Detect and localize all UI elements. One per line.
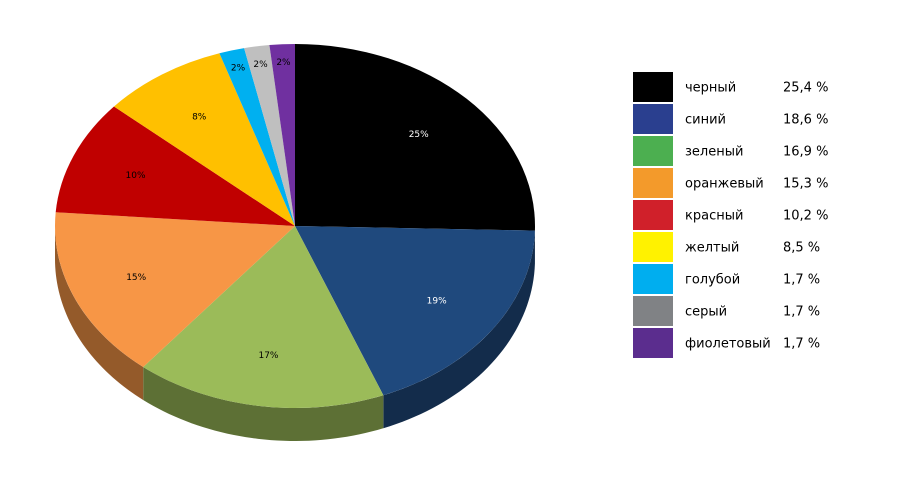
slice-label: 15% (126, 273, 146, 283)
slice-label: 2% (276, 58, 291, 68)
legend-value: 18,6 % (783, 113, 828, 128)
slice-label: 25% (409, 130, 429, 140)
slice-side (55, 226, 144, 400)
legend-value: 1,7 % (783, 337, 820, 352)
slice (143, 226, 384, 409)
legend-swatch (633, 72, 673, 102)
slice (113, 53, 295, 227)
slice-label: 10% (126, 171, 146, 181)
legend-swatch (633, 136, 673, 166)
slice (55, 106, 295, 226)
slice-label: 2% (231, 64, 246, 74)
legend-value: 8,5 % (783, 241, 820, 256)
legend-label: зеленый (685, 145, 743, 160)
slice (295, 226, 535, 396)
slice-side (143, 366, 384, 441)
legend-label: желтый (685, 241, 739, 256)
legend-swatch (633, 264, 673, 294)
legend-swatch (633, 328, 673, 358)
legend-value: 1,7 % (783, 305, 820, 320)
legend-label: синий (685, 113, 726, 128)
slice-label: 17% (258, 351, 278, 361)
legend-label: фиолетовый (685, 337, 771, 352)
slice-label: 8% (192, 112, 207, 122)
legend-swatch (633, 296, 673, 326)
slice (219, 48, 295, 226)
legend-label: голубой (685, 273, 740, 288)
slice-side (383, 230, 535, 429)
legend-swatch (633, 168, 673, 198)
legend-label: красный (685, 209, 743, 224)
legend-value: 1,7 % (783, 273, 820, 288)
slice (295, 44, 535, 231)
legend-value: 25,4 % (783, 81, 828, 96)
legend-label: черный (685, 81, 736, 96)
slice (244, 45, 295, 226)
slice-label: 19% (427, 297, 447, 307)
legend-value: 16,9 % (783, 145, 828, 160)
legend-swatch (633, 232, 673, 262)
legend-label: оранжевый (685, 177, 764, 192)
legend-label: серый (685, 305, 727, 320)
slice-label: 2% (253, 60, 268, 70)
legend-swatch (633, 104, 673, 134)
legend-swatch (633, 200, 673, 230)
legend-value: 10,2 % (783, 209, 828, 224)
slice (55, 212, 295, 367)
legend-value: 15,3 % (783, 177, 828, 192)
slice (269, 44, 295, 226)
